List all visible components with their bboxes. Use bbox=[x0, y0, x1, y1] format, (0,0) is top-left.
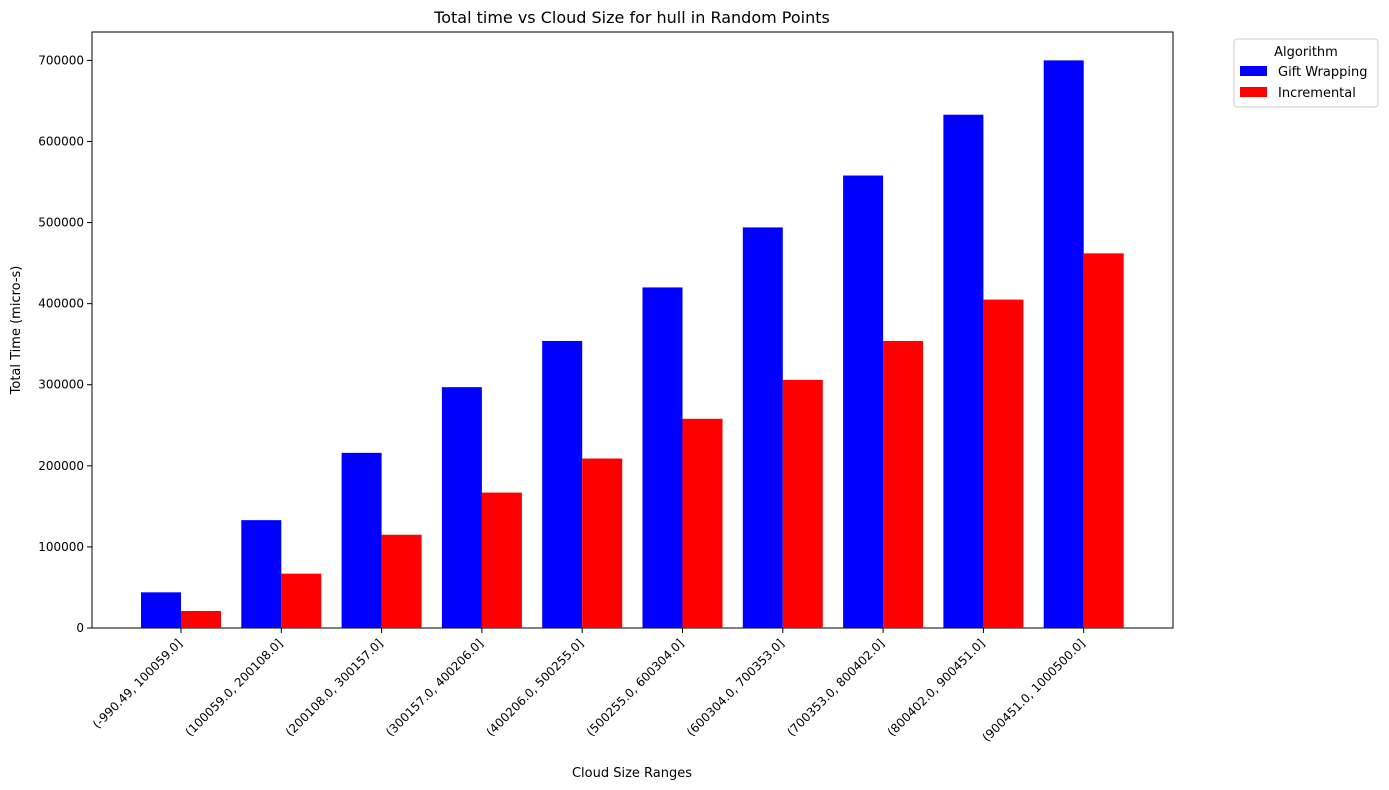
x-tick-label-5: (500255.0, 600304.0] bbox=[584, 636, 687, 739]
y-tick-label-3: 300000 bbox=[38, 378, 84, 392]
legend: Algorithm Gift Wrapping Incremental bbox=[1233, 38, 1379, 108]
bar-gift-wrapping-3 bbox=[441, 387, 482, 628]
y-axis-label: Total Time (micro-s) bbox=[9, 266, 24, 396]
x-axis-label: Cloud Size Ranges bbox=[572, 766, 692, 781]
x-tick-label-0: (-990.49, 100059.0] bbox=[90, 636, 185, 731]
bar-gift-wrapping-7 bbox=[843, 175, 884, 628]
bar-gift-wrapping-5 bbox=[642, 287, 683, 628]
y-axis: 0 100000 200000 300000 400000 500000 600000 700… bbox=[38, 53, 92, 635]
bar-incremental-0 bbox=[181, 610, 221, 628]
x-tick-label-9: (900451.0, 1000500.0] bbox=[980, 636, 1088, 744]
bar-incremental-5 bbox=[682, 418, 723, 628]
bar-incremental-6 bbox=[782, 379, 823, 628]
bar-gift-wrapping-1 bbox=[241, 520, 282, 628]
y-tick-label-5: 500000 bbox=[38, 216, 84, 230]
x-tick-label-4: (400206.0, 500255.0] bbox=[483, 636, 586, 739]
chart-title: Total time vs Cloud Size for hull in Ran… bbox=[433, 8, 830, 27]
y-tick-label-6: 600000 bbox=[38, 134, 84, 148]
legend-label-incremental: Incremental bbox=[1278, 86, 1356, 101]
y-tick-label-7: 700000 bbox=[38, 53, 84, 67]
y-tick-label-4: 400000 bbox=[38, 297, 84, 311]
y-tick-label-2: 200000 bbox=[38, 459, 84, 473]
bars-layer bbox=[141, 60, 1124, 628]
y-tick-label-0: 0 bbox=[76, 621, 84, 635]
legend-label-gift-wrapping: Gift Wrapping bbox=[1278, 65, 1367, 80]
bar-gift-wrapping-6 bbox=[742, 227, 783, 628]
bar-gift-wrapping-9 bbox=[1043, 60, 1084, 628]
x-tick-label-1: (100059.0, 200108.0] bbox=[183, 636, 286, 739]
x-axis: (-990.49, 100059.0](100059.0, 200108.0](… bbox=[90, 628, 1088, 745]
legend-box bbox=[1233, 38, 1379, 108]
legend-swatch-gift-wrapping bbox=[1240, 66, 1267, 76]
bar-gift-wrapping-2 bbox=[341, 452, 382, 628]
bar-gift-wrapping-8 bbox=[943, 114, 984, 628]
bar-incremental-1 bbox=[281, 573, 322, 628]
bar-incremental-7 bbox=[883, 340, 924, 628]
legend-swatch-incremental bbox=[1240, 87, 1267, 97]
legend-title: Algorithm bbox=[1274, 45, 1338, 60]
x-tick-label-7: (700353.0, 800402.0] bbox=[784, 636, 887, 739]
x-tick-label-3: (300157.0, 400206.0] bbox=[383, 636, 486, 739]
bar-incremental-8 bbox=[983, 299, 1024, 628]
bar-gift-wrapping-0 bbox=[141, 592, 181, 628]
bar-gift-wrapping-4 bbox=[542, 340, 583, 628]
x-tick-label-2: (200108.0, 300157.0] bbox=[283, 636, 386, 739]
bar-incremental-3 bbox=[481, 492, 522, 628]
bar-incremental-9 bbox=[1083, 253, 1124, 628]
y-tick-label-1: 100000 bbox=[38, 540, 84, 554]
bar-incremental-4 bbox=[582, 458, 623, 628]
x-tick-label-8: (800402.0, 900451.0] bbox=[885, 636, 988, 739]
bar-incremental-2 bbox=[381, 534, 422, 628]
plot-frame bbox=[91, 31, 1174, 629]
x-tick-label-6: (600304.0, 700353.0] bbox=[684, 636, 787, 739]
